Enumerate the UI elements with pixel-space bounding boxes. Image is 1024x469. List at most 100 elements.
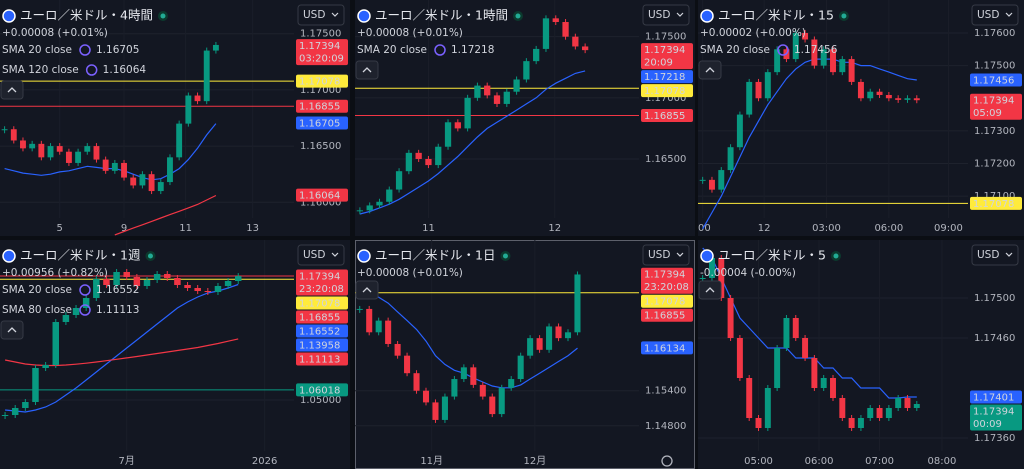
indicator-value: 1.17218 xyxy=(451,44,494,56)
candle xyxy=(65,151,72,163)
price-tag-countdown: 23:20:08 xyxy=(299,284,344,295)
collapse-button[interactable] xyxy=(0,320,24,340)
chart-panel[interactable]: 1.05000 7月 2026 ユーロ／米ドル・1週 +0.00956 (+0.82%)… xyxy=(0,240,350,469)
symbol-icon xyxy=(357,9,371,23)
currency-chevron xyxy=(1005,12,1013,17)
market-status-dot xyxy=(147,253,153,259)
candle xyxy=(214,286,222,292)
price-tag-label: 1.17078 xyxy=(973,199,1014,210)
candle xyxy=(736,114,743,148)
currency-button[interactable] xyxy=(297,244,345,266)
currency-button[interactable] xyxy=(971,244,1019,266)
x-tick-label: 12 xyxy=(758,223,771,234)
candle xyxy=(913,404,920,408)
candle xyxy=(746,378,753,418)
candle xyxy=(444,122,452,147)
collapse-button[interactable] xyxy=(698,60,722,80)
indicator-line xyxy=(114,194,217,236)
candle xyxy=(56,146,63,152)
candle xyxy=(404,355,411,374)
collapse-icon xyxy=(705,67,715,73)
candle xyxy=(820,378,827,388)
indicator-icon xyxy=(79,284,91,296)
price-tag xyxy=(641,308,693,322)
chart-panel[interactable]: 1.15400 1.14800 11月 12月 ユーロ／米ドル・1日 +0.00008 (… xyxy=(355,240,695,469)
candle xyxy=(148,174,155,192)
price-tag-label: 1.17394 xyxy=(973,407,1014,418)
candle xyxy=(546,326,553,350)
x-tick-label: 2026 xyxy=(252,456,277,467)
currency-button[interactable] xyxy=(642,4,690,26)
market-status-dot xyxy=(841,13,847,19)
candle xyxy=(1,415,9,416)
currency-label: USD xyxy=(303,9,325,21)
candle xyxy=(904,398,911,408)
price-tag xyxy=(970,93,1022,120)
candle xyxy=(184,285,191,288)
collapse-button[interactable] xyxy=(0,80,24,100)
collapse-button[interactable] xyxy=(355,60,379,80)
price-tag xyxy=(296,116,348,130)
price-tag xyxy=(641,267,693,294)
x-tick-label: 09:00 xyxy=(934,223,963,234)
candle xyxy=(857,81,864,99)
candle xyxy=(517,355,524,380)
candle xyxy=(113,272,120,285)
indicator-icon xyxy=(79,44,91,56)
x-tick-label: 06:00 xyxy=(805,456,834,467)
price-tag xyxy=(970,404,1022,431)
price-change: +0.00956 (+0.82%) xyxy=(2,267,108,279)
candle xyxy=(736,338,743,378)
currency-button[interactable] xyxy=(971,4,1019,26)
candle xyxy=(366,308,373,333)
chart-panel[interactable]: 1.17600 1.17500 1.17300 1.17200 1.17100:00 12… xyxy=(695,0,1024,236)
price-tag xyxy=(296,383,348,397)
price-tag-label: 1.11113 xyxy=(299,355,340,366)
indicator-line xyxy=(702,58,917,230)
price-tag-label: 1.16855 xyxy=(644,111,685,122)
currency-button[interactable] xyxy=(642,244,690,266)
chart-title: ユーロ／米ドル・4時間 xyxy=(20,8,153,23)
candle xyxy=(708,179,715,190)
price-tag xyxy=(296,338,348,352)
candle xyxy=(11,408,19,415)
chart-panel[interactable]: 1.17500 1.17460 1.17360 05:00 06:00 07:00 08:0… xyxy=(698,240,1024,469)
currency-button[interactable] xyxy=(297,4,345,26)
price-tag-label: 1.16855 xyxy=(299,313,340,324)
candle xyxy=(867,408,874,418)
candle xyxy=(224,281,232,286)
price-tag xyxy=(641,70,693,84)
candle xyxy=(764,388,771,428)
price-tag-label: 1.17218 xyxy=(644,72,685,83)
indicator-value: 1.17456 xyxy=(794,44,838,56)
candle xyxy=(84,146,91,152)
collapse-button[interactable] xyxy=(355,280,379,300)
candle xyxy=(441,396,448,420)
indicator-line xyxy=(359,285,578,389)
settings-button[interactable] xyxy=(661,455,673,467)
candle xyxy=(552,18,559,23)
symbol-icon xyxy=(700,9,714,23)
indicator-icon xyxy=(79,304,91,316)
chart-panel[interactable]: 1.17500 1.17000 1.16500 1.16000 5 9 11 13 ユーロ／米ド… xyxy=(0,0,350,236)
y-tick-label: 1.16500 xyxy=(645,154,686,165)
candle xyxy=(103,279,110,285)
indicator-icon xyxy=(434,44,446,56)
collapse-icon xyxy=(362,67,372,73)
candle xyxy=(38,143,45,158)
x-tick-label: 11月 xyxy=(420,455,443,467)
candle xyxy=(194,288,201,291)
y-tick-label: 1.17500 xyxy=(300,29,341,40)
collapse-button[interactable] xyxy=(698,280,722,300)
candle xyxy=(29,143,36,149)
candle xyxy=(425,158,432,166)
candle xyxy=(867,91,874,99)
price-tag-countdown: 23:20:08 xyxy=(644,282,689,293)
currency-chevron xyxy=(331,252,339,257)
chart-title: ユーロ／米ドル・1週 xyxy=(20,248,141,263)
candle xyxy=(839,398,846,418)
chart-panel[interactable]: 1.17500 1.17000 1.16500 11 12 ユーロ／米ドル・1時間 +0.0… xyxy=(355,0,695,236)
candle xyxy=(133,277,141,286)
candle xyxy=(498,387,505,415)
symbol-icon xyxy=(357,249,371,263)
